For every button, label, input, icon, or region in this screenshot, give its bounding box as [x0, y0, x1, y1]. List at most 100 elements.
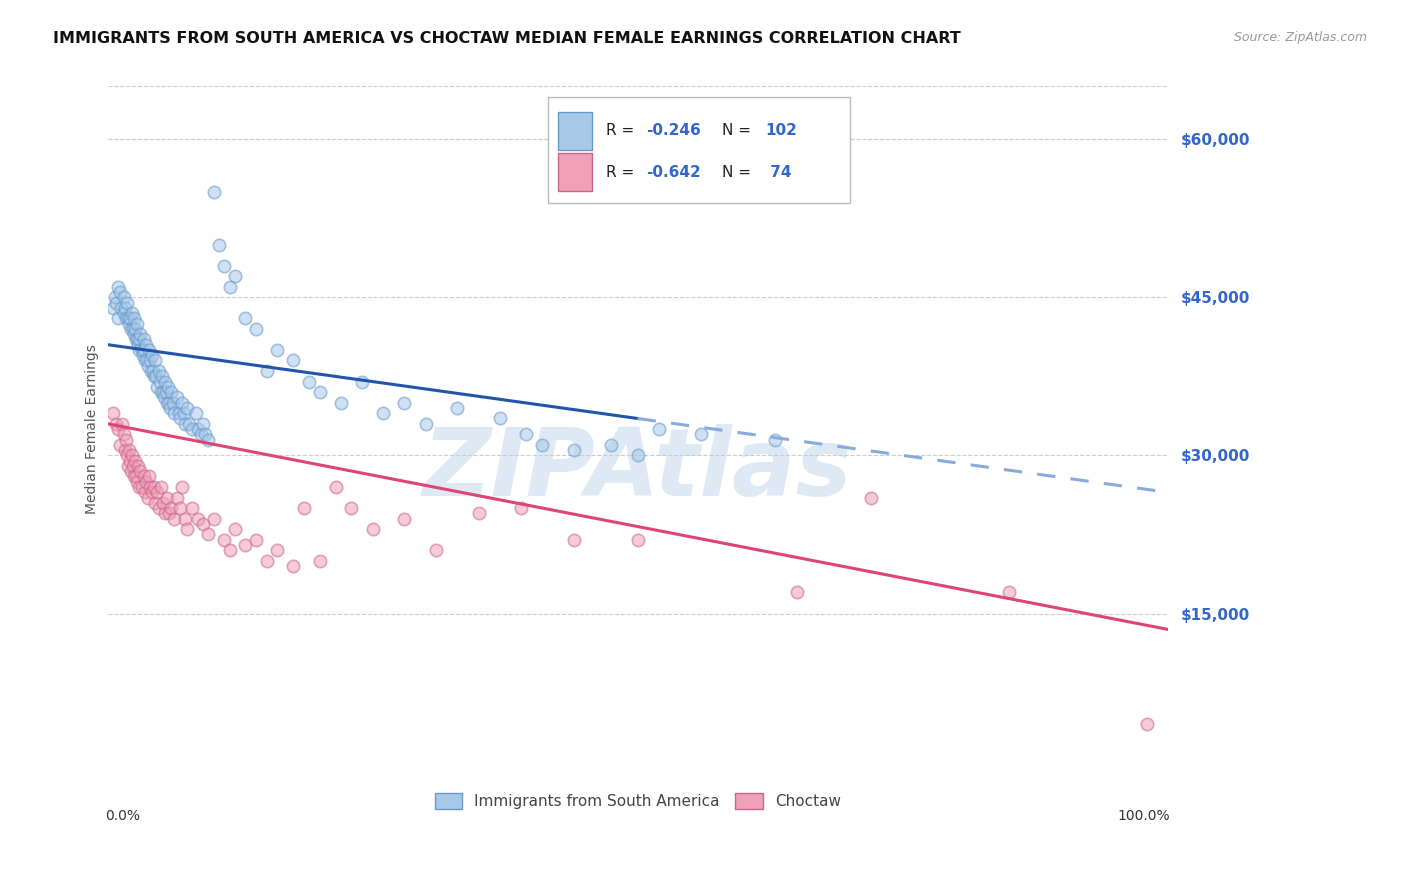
Point [648, 422, 671, 436]
Point [1135, 717, 1157, 731]
Point [127, 475, 149, 489]
Point [142, 364, 165, 378]
Point [159, 401, 181, 415]
Point [169, 411, 191, 425]
Point [425, 543, 447, 558]
Point [115, 295, 138, 310]
Point [110, 301, 132, 315]
Point [117, 458, 139, 473]
Point [122, 327, 145, 342]
Point [179, 417, 201, 431]
Point [111, 417, 134, 431]
Point [129, 464, 152, 478]
Point [114, 443, 136, 458]
Legend: Immigrants from South America, Choctaw: Immigrants from South America, Choctaw [429, 788, 846, 815]
Point [256, 364, 278, 378]
Point [131, 480, 153, 494]
Point [170, 480, 193, 494]
Point [562, 443, 585, 458]
Point [184, 406, 207, 420]
Point [118, 443, 141, 458]
Point [122, 469, 145, 483]
Point [212, 533, 235, 547]
Point [156, 395, 179, 409]
Point [121, 449, 143, 463]
Point [235, 311, 257, 326]
Point [202, 185, 225, 199]
Point [157, 395, 180, 409]
Point [174, 417, 197, 431]
Point [127, 333, 149, 347]
Point [152, 496, 174, 510]
Point [120, 464, 142, 478]
Point [118, 317, 141, 331]
Point [361, 522, 384, 536]
Point [308, 554, 330, 568]
Point [134, 353, 156, 368]
Point [329, 395, 352, 409]
Text: Source: ZipAtlas.com: Source: ZipAtlas.com [1233, 31, 1367, 45]
Point [149, 480, 172, 494]
Point [135, 353, 157, 368]
Point [132, 469, 155, 483]
Point [127, 458, 149, 473]
Point [122, 311, 145, 326]
Point [129, 327, 152, 342]
Point [281, 353, 304, 368]
Point [115, 449, 138, 463]
Point [125, 469, 148, 483]
FancyBboxPatch shape [558, 153, 592, 191]
Point [156, 491, 179, 505]
Point [218, 543, 240, 558]
Point [531, 438, 554, 452]
Point [138, 343, 160, 357]
Point [127, 317, 149, 331]
Point [173, 406, 195, 420]
Point [148, 375, 170, 389]
Point [202, 511, 225, 525]
Point [162, 395, 184, 409]
Text: ZIPAtlas: ZIPAtlas [423, 425, 852, 516]
Text: N =: N = [723, 123, 756, 138]
Point [166, 391, 188, 405]
Point [146, 485, 169, 500]
Point [114, 433, 136, 447]
Point [515, 427, 537, 442]
Point [135, 337, 157, 351]
Point [101, 406, 124, 420]
Point [170, 395, 193, 409]
Point [191, 516, 214, 531]
Point [176, 401, 198, 415]
Point [181, 501, 204, 516]
Point [155, 385, 177, 400]
Point [128, 343, 150, 357]
Point [292, 501, 315, 516]
Point [107, 311, 129, 326]
Point [131, 343, 153, 357]
Point [157, 507, 180, 521]
Point [136, 359, 159, 373]
Text: -0.642: -0.642 [647, 164, 702, 179]
Point [153, 391, 176, 405]
Point [149, 385, 172, 400]
Point [134, 485, 156, 500]
Text: R =: R = [606, 164, 638, 179]
Point [122, 322, 145, 336]
Text: -0.246: -0.246 [647, 123, 702, 138]
Point [786, 585, 808, 599]
Point [125, 333, 148, 347]
Point [373, 406, 395, 420]
Point [191, 417, 214, 431]
Point [218, 279, 240, 293]
Text: 100.0%: 100.0% [1118, 809, 1170, 823]
Point [467, 507, 489, 521]
Point [166, 491, 188, 505]
Point [446, 401, 468, 415]
Point [281, 559, 304, 574]
Point [190, 427, 212, 442]
Point [859, 491, 882, 505]
Point [266, 343, 288, 357]
Point [110, 285, 132, 299]
Point [325, 480, 347, 494]
Point [118, 311, 141, 326]
